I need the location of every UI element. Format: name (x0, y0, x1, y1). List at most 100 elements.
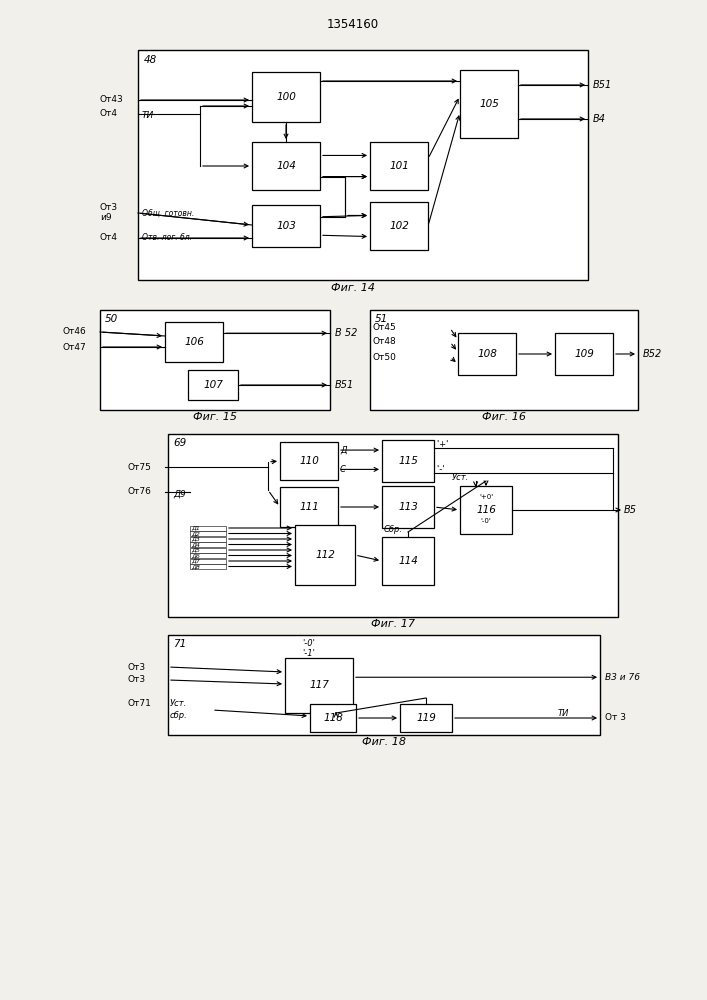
Bar (190, 564, 226, 569)
Text: 113: 113 (398, 502, 418, 512)
Text: B3 и 76: B3 и 76 (605, 673, 640, 682)
Bar (555, 333, 613, 375)
Text: 108: 108 (477, 349, 497, 359)
Text: 71: 71 (173, 639, 186, 649)
Bar (190, 536, 226, 542)
Text: Сбр.: Сбр. (384, 524, 403, 534)
Text: 102: 102 (389, 221, 409, 231)
Text: ТИ: ТИ (142, 111, 154, 120)
Text: 107: 107 (203, 380, 223, 390)
Bar (190, 553, 226, 558)
Bar (190, 542, 226, 547)
Text: От48: От48 (373, 338, 397, 347)
Text: 112: 112 (315, 550, 335, 560)
Text: Уст.: Уст. (452, 474, 469, 483)
Text: 116: 116 (476, 505, 496, 515)
Bar (190, 531, 226, 536)
Text: 69: 69 (173, 438, 186, 448)
Text: 114: 114 (398, 556, 418, 566)
Text: B52: B52 (643, 349, 662, 359)
Bar (382, 440, 434, 482)
Text: 103: 103 (276, 221, 296, 231)
Text: 48: 48 (144, 55, 157, 65)
Text: Фиг. 14: Фиг. 14 (331, 283, 375, 293)
Text: Д3: Д3 (191, 536, 200, 542)
Text: От47: От47 (63, 342, 87, 352)
Bar (460, 70, 518, 138)
Text: От4: От4 (100, 109, 118, 118)
Bar (280, 487, 338, 527)
Text: Д1: Д1 (191, 526, 200, 530)
Text: и9: и9 (100, 214, 112, 223)
Text: Д5: Д5 (191, 548, 200, 552)
Text: B51: B51 (335, 380, 354, 390)
Text: B 52: B 52 (335, 328, 357, 338)
Text: 104: 104 (276, 161, 296, 171)
Bar (138, 50, 588, 280)
Text: 51: 51 (375, 314, 388, 324)
Text: '+0': '+0' (479, 494, 493, 500)
Bar (460, 486, 512, 534)
Text: '+': '+' (437, 440, 451, 449)
Text: От46: От46 (63, 328, 87, 336)
Bar (252, 142, 320, 190)
Bar (382, 537, 434, 585)
Text: Oт3: Oт3 (128, 662, 146, 672)
Bar (280, 442, 338, 480)
Bar (190, 526, 226, 530)
Bar (100, 310, 330, 410)
Bar (458, 333, 516, 375)
Text: 105: 105 (479, 99, 499, 109)
Text: 109: 109 (574, 349, 594, 359)
Text: С: С (340, 465, 346, 474)
Text: Oт4: Oт4 (100, 232, 118, 241)
Text: Oт3: Oт3 (100, 202, 118, 212)
Text: Фиг. 16: Фиг. 16 (482, 412, 526, 422)
Text: Д8: Д8 (191, 564, 200, 569)
Bar (165, 322, 223, 362)
Text: От45: От45 (373, 324, 397, 332)
Text: ТИ: ТИ (558, 710, 569, 718)
Bar (295, 525, 355, 585)
Text: Фиг. 18: Фиг. 18 (362, 737, 406, 747)
Text: '-': '-' (437, 465, 447, 474)
Bar (190, 558, 226, 564)
Text: Отв. лог. бл.: Отв. лог. бл. (142, 233, 192, 242)
Text: B4: B4 (593, 114, 606, 124)
Bar (370, 202, 428, 250)
Text: Д4: Д4 (191, 542, 200, 547)
Text: 1354160: 1354160 (327, 18, 379, 31)
Text: Общ. готовн.: Общ. готовн. (142, 209, 194, 218)
Text: 115: 115 (398, 456, 418, 466)
Text: 111: 111 (299, 502, 319, 512)
Text: Oт75: Oт75 (128, 462, 152, 472)
Text: 117: 117 (309, 680, 329, 690)
Bar (188, 370, 238, 400)
Text: '-0': '-0' (481, 518, 491, 524)
Text: 100: 100 (276, 92, 296, 102)
Bar (400, 704, 452, 732)
Text: Д7: Д7 (191, 558, 200, 564)
Text: B5: B5 (624, 505, 637, 515)
Bar (382, 486, 434, 528)
Text: '-0': '-0' (302, 640, 315, 648)
Text: Д9: Д9 (173, 489, 186, 498)
Text: 118: 118 (323, 713, 343, 723)
Text: сбр.: сбр. (170, 710, 188, 720)
Text: От43: От43 (100, 96, 124, 104)
Bar (285, 658, 353, 713)
Text: Фиг. 15: Фиг. 15 (193, 412, 237, 422)
Text: Д: Д (340, 446, 346, 455)
Bar (370, 310, 638, 410)
Text: '-1': '-1' (302, 648, 315, 658)
Bar (310, 704, 356, 732)
Bar (168, 434, 618, 617)
Text: 119: 119 (416, 713, 436, 723)
Text: 101: 101 (389, 161, 409, 171)
Text: Фиг. 17: Фиг. 17 (371, 619, 415, 629)
Text: Уст.: Уст. (170, 700, 187, 708)
Text: Д6: Д6 (191, 553, 200, 558)
Text: 110: 110 (299, 456, 319, 466)
Bar (168, 635, 600, 735)
Text: Oт 3: Oт 3 (605, 714, 626, 722)
